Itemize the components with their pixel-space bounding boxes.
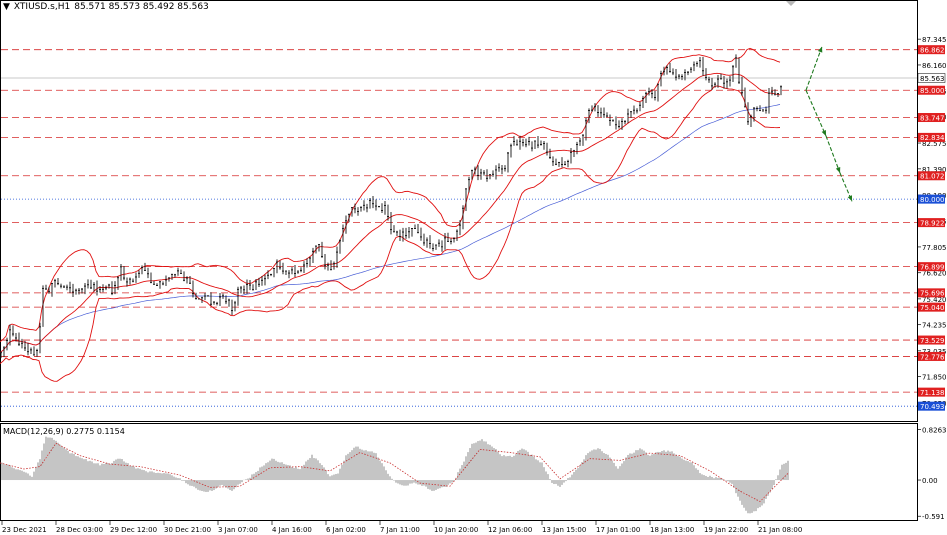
level-label: 82.834 — [920, 134, 945, 142]
price-axis: 87.34586.16084.97583.79082.57581.39080.1… — [917, 36, 947, 411]
level-label: 78.922 — [920, 219, 945, 227]
y-tick-label: 75.420 — [922, 296, 947, 304]
arrow-down-2-head — [835, 166, 841, 173]
symbol-label: XTIUSD.s,H1 — [13, 2, 71, 12]
level-label: 80.000 — [920, 196, 945, 204]
level-label-box — [918, 45, 945, 55]
x-tick-label: 7 Jan 11:00 — [380, 526, 420, 534]
price-pane — [0, 0, 918, 422]
level-label: 83.747 — [920, 114, 945, 122]
bollinger-upper — [0, 47, 781, 343]
macd-layer: 0.8263 0.00 -0.591 — [0, 426, 947, 521]
ohlc-values: 85.571 85.573 85.492 85.563 — [74, 2, 209, 12]
bollinger-middle — [0, 72, 781, 354]
level-label-box — [918, 113, 945, 123]
arrow-up — [805, 46, 823, 91]
y-tick-label: 77.805 — [922, 244, 947, 252]
x-tick-label: 19 Jan 22:00 — [704, 526, 748, 534]
level-label-box — [918, 335, 945, 345]
x-tick-label: 21 Jan 08:00 — [758, 526, 802, 534]
price-series — [0, 54, 782, 359]
forecast-arrows — [805, 46, 853, 202]
y-tick-label: 73.035 — [922, 348, 947, 356]
y-tick-label: 76.620 — [922, 270, 947, 278]
scroll-marker-icon[interactable] — [786, 1, 796, 6]
level-label-box — [918, 194, 945, 204]
level-label-box — [918, 401, 945, 411]
y-tick-label: 81.390 — [922, 166, 947, 174]
x-tick-label: 3 Jan 07:00 — [218, 526, 258, 534]
level-label-box — [918, 288, 945, 298]
chart-header: ▼ XTIUSD.s,H1 85.571 85.573 85.492 85.563 — [3, 2, 213, 12]
level-label-box — [918, 218, 945, 228]
macd-y-tick-label: -0.591 — [922, 513, 945, 521]
levels-layer — [1, 49, 917, 407]
macd-signal-line — [0, 442, 789, 502]
y-tick-label: 74.235 — [922, 322, 947, 330]
level-label: 76.899 — [920, 263, 945, 271]
level-label: 71.138 — [920, 389, 945, 397]
bollinger-lower — [0, 85, 781, 382]
arrow-down-1 — [805, 90, 827, 137]
arrow-down-2 — [825, 135, 841, 174]
x-tick-label: 28 Dec 03:00 — [56, 526, 103, 534]
level-label: 81.072 — [920, 173, 945, 181]
y-tick-label: 82.575 — [922, 140, 947, 148]
level-label-box — [918, 351, 945, 361]
arrow-down-3-head — [847, 195, 852, 202]
x-tick-label: 12 Jan 06:00 — [488, 526, 532, 534]
level-label-box — [918, 302, 945, 312]
level-label: 73.529 — [920, 337, 945, 345]
x-tick-label: 29 Dec 12:00 — [110, 526, 157, 534]
time-axis: 23 Dec 2021 28 Dec 03:00 29 Dec 12:00 30 De… — [1, 521, 802, 534]
x-tick-label: 30 Dec 21:00 — [164, 526, 211, 534]
current-price-label: 85.563 — [920, 75, 945, 83]
collapse-icon[interactable]: ▼ — [3, 2, 10, 12]
level-label: 72.776 — [920, 353, 945, 361]
level-label: 85.000 — [920, 87, 945, 95]
level-label-box — [918, 171, 945, 181]
x-tick-label: 17 Jan 01:00 — [596, 526, 640, 534]
current-price-box — [917, 73, 946, 83]
level-label-box — [918, 387, 945, 397]
macd-y-tick-label: 0.8263 — [922, 426, 947, 434]
macd-label: MACD(12,26,9) 0.2775 0.1154 — [3, 427, 125, 436]
level-label-box — [918, 262, 945, 272]
level-label-box — [918, 85, 945, 95]
y-tick-label: 87.345 — [922, 36, 947, 44]
y-tick-label: 86.160 — [922, 62, 947, 70]
x-tick-label: 6 Jan 02:00 — [326, 526, 366, 534]
x-tick-label: 10 Jan 20:00 — [434, 526, 478, 534]
x-tick-label: 18 Jan 13:00 — [650, 526, 694, 534]
macd-pane — [0, 423, 918, 521]
x-tick-label: 4 Jan 16:00 — [272, 526, 312, 534]
ma-line-blue — [0, 104, 781, 353]
x-tick-label: 23 Dec 2021 — [2, 526, 47, 534]
level-label-box — [918, 132, 945, 142]
bollinger-bands — [0, 47, 781, 382]
level-label: 86.862 — [920, 46, 945, 54]
arrow-up-head — [817, 46, 823, 53]
arrow-down-1-head — [821, 129, 826, 136]
level-label: 75.040 — [920, 304, 945, 312]
x-tick-label: 13 Jan 15:00 — [542, 526, 586, 534]
y-tick-label: 71.850 — [922, 374, 947, 382]
level-label: 75.696 — [920, 290, 945, 298]
macd-y-tick-label: 0.00 — [922, 477, 938, 485]
level-label: 70.493 — [920, 403, 945, 411]
